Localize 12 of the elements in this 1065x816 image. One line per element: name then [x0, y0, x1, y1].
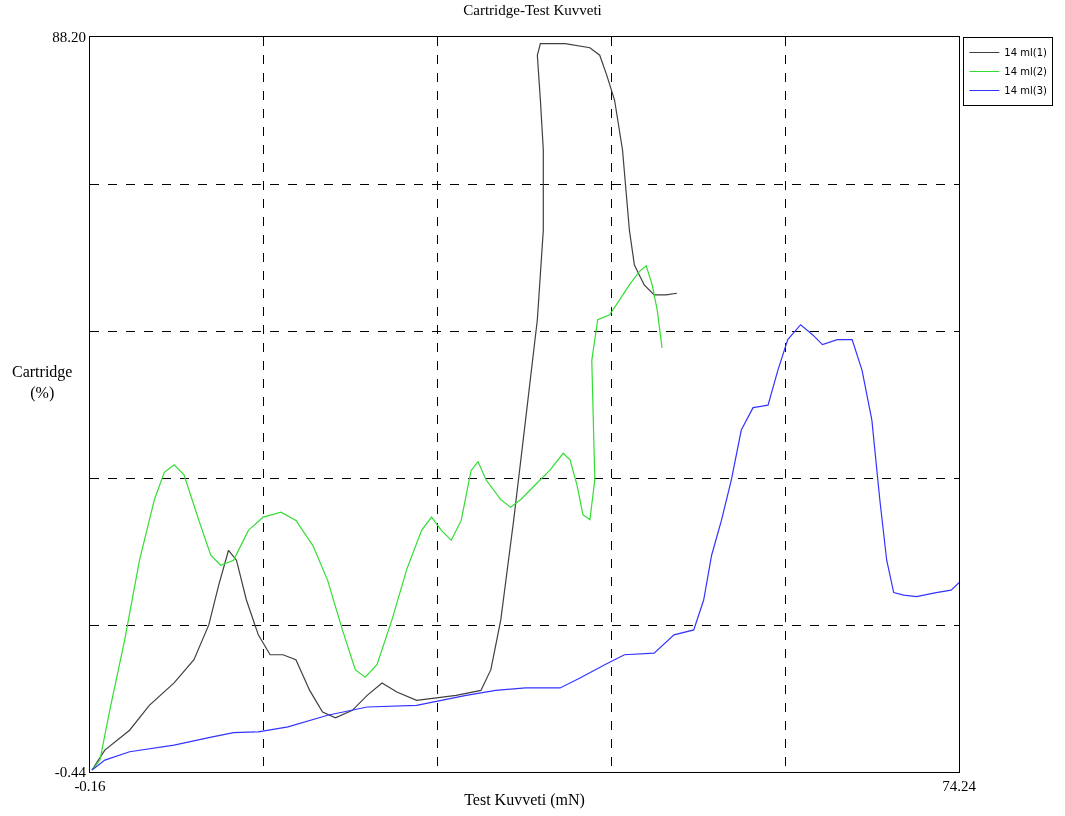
legend-label: 14 ml(1)	[1004, 47, 1048, 59]
x-tick-label: 74.24	[942, 778, 977, 794]
x-axis-title: Test Kuvveti (mN)	[464, 790, 585, 809]
legend-label: 14 ml(3)	[1004, 85, 1048, 97]
legend-label: 14 ml(2)	[1004, 66, 1048, 78]
y-axis-title: Cartridge (%)	[12, 363, 73, 402]
line-series	[91, 265, 663, 771]
line-series	[91, 324, 959, 771]
x-tick-label: -0.16	[74, 778, 107, 794]
chart-title: Cartridge-Test Kuvveti	[463, 1, 602, 18]
y-tick-label: -0.44	[54, 764, 87, 781]
y-tick-label: 88.20	[52, 29, 86, 46]
